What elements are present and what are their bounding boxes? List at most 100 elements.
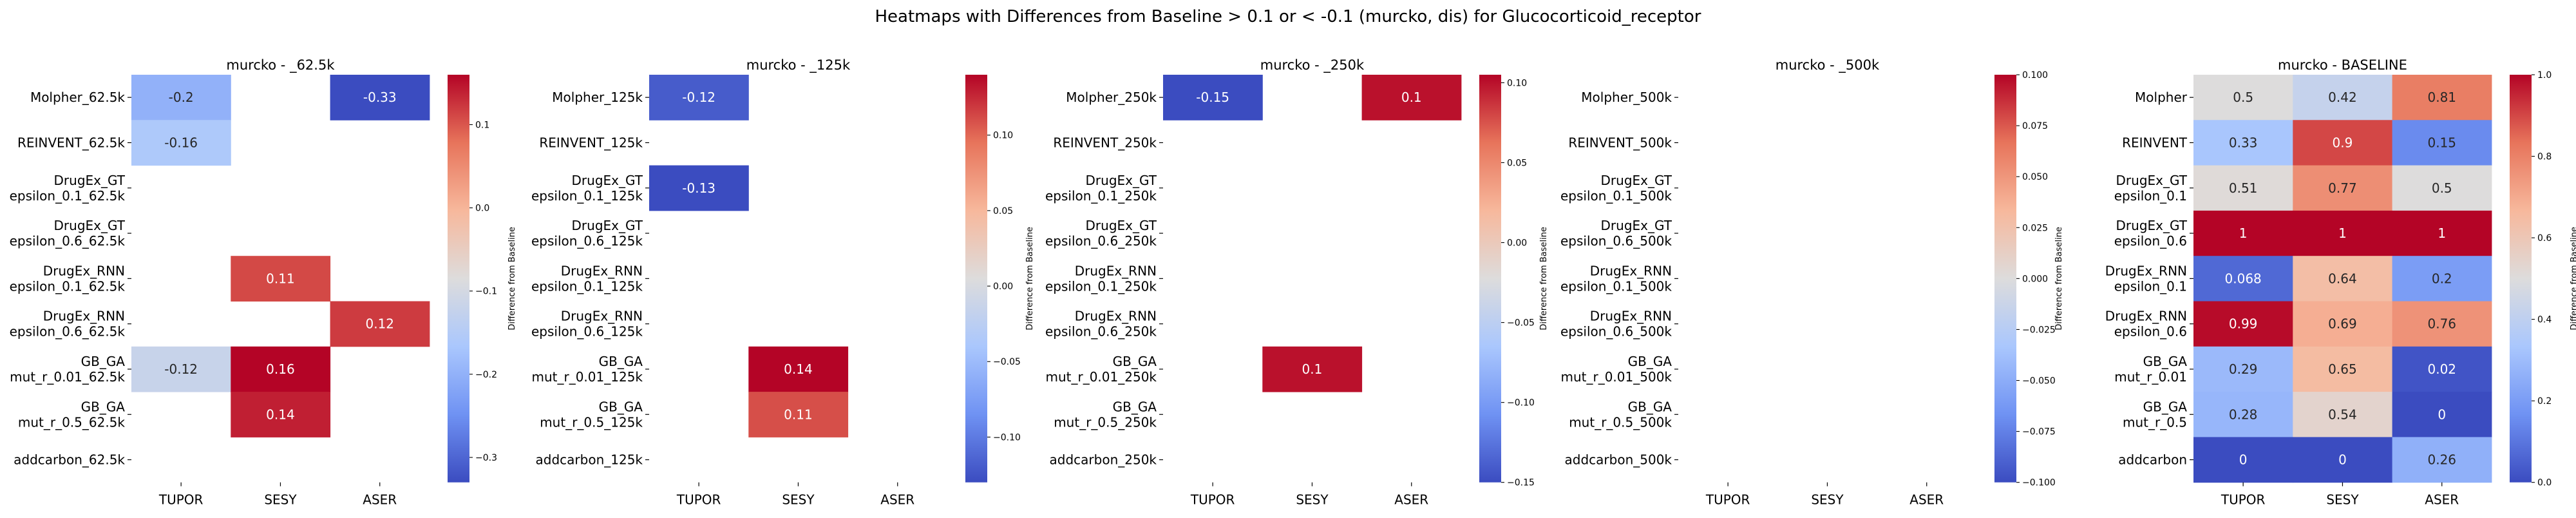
cell-value-label: 0.81: [2427, 90, 2456, 105]
heatmap-cell: [2293, 120, 2393, 166]
y-tick-label: Molpher_125k: [552, 90, 643, 105]
heatmap-cell: [2293, 346, 2393, 392]
colorbar-tick-label: 0.0: [475, 204, 489, 214]
colorbar-tick-label: 0.0: [2537, 478, 2552, 488]
x-tick-label: TUPOR: [676, 492, 721, 508]
colorbar-tick-label: 0.05: [993, 206, 1013, 216]
cell-value-label: 0: [2438, 407, 2446, 422]
x-tick-label: ASER: [1394, 492, 1428, 508]
heatmap-cell: [2293, 392, 2393, 437]
colorbar-tick-label: 0.050: [2022, 172, 2048, 182]
colorbar: [448, 75, 469, 483]
y-tick-label: DrugEx_RNN epsilon_0.6_500k: [1560, 309, 1672, 340]
x-tick-label: ASER: [880, 492, 914, 508]
heatmap-cell: [2193, 120, 2293, 166]
cell-value-label: 0.16: [266, 361, 295, 377]
heatmap-panel: murcko - _62.5k -0.2 -0.33 -0.16 0.11 0.12 -0.…: [10, 57, 517, 508]
y-tick-label: addcarbon: [2118, 452, 2187, 468]
cell-value-label: 1: [2338, 225, 2347, 241]
x-tick-label: SESY: [1811, 492, 1844, 508]
cell-value-label: 1: [2438, 225, 2446, 241]
panel-title: murcko - _250k: [1260, 57, 1365, 73]
y-tick-label: GB_GA mut_r_0.01_250k: [1045, 354, 1157, 385]
y-tick-label: GB_GA mut_r_0.5_125k: [540, 399, 643, 430]
cell-value-label: -0.12: [164, 361, 198, 377]
panel-title: murcko - _125k: [746, 57, 851, 73]
y-tick-label: GB_GA mut_r_0.01: [2114, 354, 2187, 385]
heatmap-cell: [2293, 75, 2393, 120]
colorbar-tick-label: −0.10: [1507, 398, 1535, 408]
y-tick-label: DrugEx_RNN epsilon_0.6: [2105, 309, 2187, 340]
y-tick-label: DrugEx_GT epsilon_0.6_125k: [531, 218, 643, 249]
cell-value-label: -0.13: [682, 180, 715, 196]
heatmap-panel: murcko - _125k -0.12 -0.13 0.14 0.11 Molpher_…: [531, 57, 1035, 508]
heatmap-cell: [1262, 346, 1363, 392]
heatmap-cell: [131, 346, 231, 392]
colorbar-tick-label: 0.100: [2022, 70, 2048, 81]
colorbar-tick-label: −0.2: [475, 370, 497, 380]
y-tick-label: DrugEx_GT epsilon_0.1_250k: [1045, 173, 1157, 204]
y-tick-label: REINVENT_62.5k: [17, 135, 125, 150]
colorbar-tick-label: 0.025: [2022, 223, 2048, 233]
y-tick-label: DrugEx_GT epsilon_0.1_125k: [531, 173, 643, 204]
heatmap-cell: [2193, 165, 2293, 211]
x-tick-label: ASER: [363, 492, 397, 508]
cell-value-label: 0.5: [2233, 90, 2253, 105]
colorbar-label: Difference from Baseline: [2054, 227, 2064, 331]
panel-title: murcko - _500k: [1776, 57, 1880, 73]
y-tick-label: Molpher_250k: [1066, 90, 1157, 105]
colorbar-tick-label: 0.10: [993, 131, 1013, 141]
y-tick-label: GB_GA mut_r_0.01_500k: [1560, 354, 1672, 385]
colorbar-tick-label: 0.2: [2537, 396, 2552, 407]
y-tick-label: Molpher: [2135, 90, 2188, 105]
y-tick-label: REINVENT_500k: [1568, 135, 1672, 150]
x-tick-label: SESY: [782, 492, 815, 508]
y-tick-label: DrugEx_GT epsilon_0.6_62.5k: [10, 218, 126, 249]
colorbar-tick-label: −0.05: [1507, 318, 1535, 329]
y-tick-label: DrugEx_GT epsilon_0.1_62.5k: [10, 173, 126, 204]
colorbar-tick-label: 0.10: [1507, 78, 1527, 88]
heatmap-cell: [748, 392, 849, 437]
y-tick-label: addcarbon_125k: [536, 452, 643, 468]
cell-value-label: 0.068: [2225, 271, 2262, 286]
y-tick-label: DrugEx_RNN epsilon_0.1_62.5k: [10, 263, 126, 294]
x-tick-label: TUPOR: [1705, 492, 1750, 508]
cell-value-label: -0.33: [363, 90, 397, 105]
cell-value-label: 0: [2338, 452, 2347, 468]
colorbar-tick-label: −0.050: [2022, 376, 2056, 387]
heatmap-cell: [231, 256, 331, 302]
y-tick-label: GB_GA mut_r_0.5_500k: [1569, 399, 1672, 430]
cell-value-label: 0.28: [2229, 407, 2258, 422]
cell-value-label: -0.15: [1196, 90, 1229, 105]
heatmap-cell: [2392, 346, 2492, 392]
colorbar-tick-label: 0.6: [2537, 233, 2552, 244]
y-tick-label: REINVENT_250k: [1053, 135, 1157, 150]
colorbar-tick-label: 0.05: [1507, 158, 1527, 168]
y-tick-label: GB_GA mut_r_0.01_62.5k: [10, 354, 125, 385]
cell-value-label: 0.33: [2229, 135, 2258, 150]
cell-value-label: 1: [2239, 225, 2248, 241]
colorbar-tick-label: −0.3: [475, 453, 497, 463]
colorbar: [1994, 75, 2016, 483]
y-tick-label: Molpher_62.5k: [30, 90, 125, 105]
cell-value-label: 0.2: [2432, 271, 2452, 286]
cell-value-label: 0.76: [2427, 316, 2456, 332]
cell-value-label: 0.69: [2328, 316, 2357, 332]
x-tick-label: ASER: [2425, 492, 2459, 508]
cell-value-label: 0.54: [2328, 407, 2357, 422]
cell-value-label: 0.14: [266, 407, 295, 422]
y-tick-label: REINVENT: [2122, 135, 2188, 150]
heatmap-cell: [2193, 256, 2293, 302]
colorbar-tick-label: −0.075: [2022, 427, 2056, 437]
colorbar-tick-label: 0.00: [1507, 238, 1527, 249]
heatmap-cell: [2392, 210, 2492, 256]
heatmap-cell: [2392, 256, 2492, 302]
heatmap-panel: murcko - _250k -0.15 0.1 0.1 Molpher_250k REI…: [1045, 57, 1549, 508]
y-tick-label: addcarbon_62.5k: [14, 452, 125, 468]
heatmap-cell: [2293, 437, 2393, 483]
x-tick-label: TUPOR: [158, 492, 204, 508]
y-tick-label: DrugEx_RNN epsilon_0.6_62.5k: [10, 309, 126, 340]
heatmap-cell: [748, 346, 849, 392]
